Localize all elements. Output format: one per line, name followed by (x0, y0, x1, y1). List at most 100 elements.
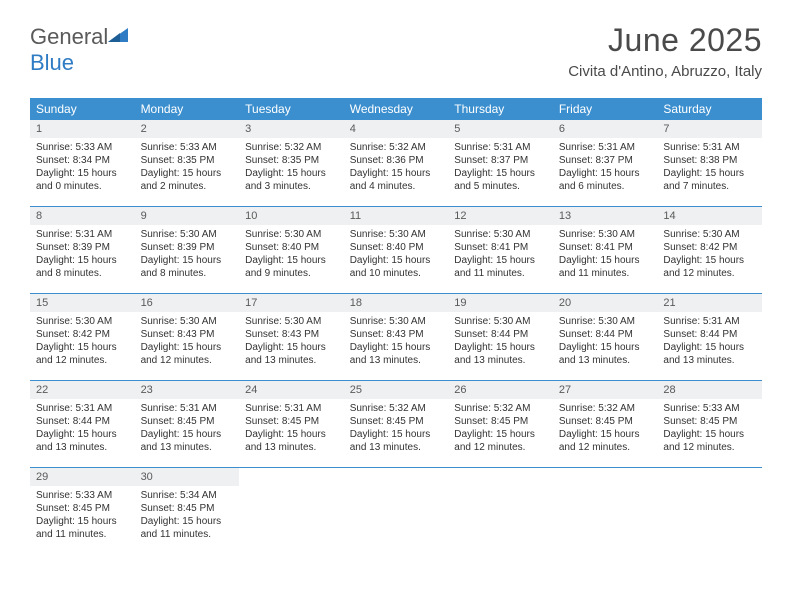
day-number: 19 (448, 294, 553, 312)
day-number: 3 (239, 120, 344, 138)
day-line-sr: Sunrise: 5:31 AM (141, 402, 234, 415)
day-body: Sunrise: 5:31 AMSunset: 8:39 PMDaylight:… (30, 225, 135, 286)
day-line-ss: Sunset: 8:35 PM (141, 154, 234, 167)
day-body: Sunrise: 5:30 AMSunset: 8:44 PMDaylight:… (553, 312, 658, 373)
day-number: 9 (135, 207, 240, 225)
day-line-d1: Daylight: 15 hours (663, 254, 756, 267)
day-line-ss: Sunset: 8:40 PM (350, 241, 443, 254)
day-line-d2: and 3 minutes. (245, 180, 338, 193)
day-line-d1: Daylight: 15 hours (454, 341, 547, 354)
brand-logo: General Blue (30, 22, 128, 76)
day-number: 30 (135, 468, 240, 486)
day-line-d2: and 12 minutes. (141, 354, 234, 367)
day-line-sr: Sunrise: 5:31 AM (36, 402, 129, 415)
day-line-sr: Sunrise: 5:32 AM (350, 141, 443, 154)
day-cell: 18Sunrise: 5:30 AMSunset: 8:43 PMDayligh… (344, 294, 449, 380)
day-cell-empty (239, 468, 344, 554)
day-cell: 5Sunrise: 5:31 AMSunset: 8:37 PMDaylight… (448, 120, 553, 206)
day-body: Sunrise: 5:30 AMSunset: 8:43 PMDaylight:… (239, 312, 344, 373)
day-line-d2: and 13 minutes. (350, 354, 443, 367)
day-line-d1: Daylight: 15 hours (454, 428, 547, 441)
day-line-d2: and 13 minutes. (141, 441, 234, 454)
day-line-ss: Sunset: 8:43 PM (141, 328, 234, 341)
day-line-d1: Daylight: 15 hours (559, 254, 652, 267)
day-body: Sunrise: 5:32 AMSunset: 8:45 PMDaylight:… (448, 399, 553, 460)
day-body: Sunrise: 5:32 AMSunset: 8:36 PMDaylight:… (344, 138, 449, 199)
day-line-d1: Daylight: 15 hours (36, 254, 129, 267)
day-line-d2: and 0 minutes. (36, 180, 129, 193)
day-cell: 1Sunrise: 5:33 AMSunset: 8:34 PMDaylight… (30, 120, 135, 206)
day-line-sr: Sunrise: 5:33 AM (141, 141, 234, 154)
day-cell: 11Sunrise: 5:30 AMSunset: 8:40 PMDayligh… (344, 207, 449, 293)
day-number: 1 (30, 120, 135, 138)
day-line-ss: Sunset: 8:45 PM (559, 415, 652, 428)
day-body: Sunrise: 5:30 AMSunset: 8:42 PMDaylight:… (657, 225, 762, 286)
day-cell: 12Sunrise: 5:30 AMSunset: 8:41 PMDayligh… (448, 207, 553, 293)
day-body: Sunrise: 5:30 AMSunset: 8:41 PMDaylight:… (448, 225, 553, 286)
day-line-ss: Sunset: 8:35 PM (245, 154, 338, 167)
day-number: 23 (135, 381, 240, 399)
day-line-sr: Sunrise: 5:31 AM (663, 315, 756, 328)
day-line-ss: Sunset: 8:41 PM (454, 241, 547, 254)
day-number: 21 (657, 294, 762, 312)
brand-part1: General (30, 24, 108, 49)
day-body: Sunrise: 5:30 AMSunset: 8:43 PMDaylight:… (344, 312, 449, 373)
day-number: 2 (135, 120, 240, 138)
day-cell: 16Sunrise: 5:30 AMSunset: 8:43 PMDayligh… (135, 294, 240, 380)
day-cell-empty (657, 468, 762, 554)
day-line-sr: Sunrise: 5:32 AM (245, 141, 338, 154)
day-number: 20 (553, 294, 658, 312)
week-row: 8Sunrise: 5:31 AMSunset: 8:39 PMDaylight… (30, 206, 762, 294)
day-line-sr: Sunrise: 5:33 AM (36, 489, 129, 502)
day-number: 26 (448, 381, 553, 399)
day-body: Sunrise: 5:31 AMSunset: 8:44 PMDaylight:… (30, 399, 135, 460)
day-number: 6 (553, 120, 658, 138)
day-line-d1: Daylight: 15 hours (663, 428, 756, 441)
day-line-d2: and 12 minutes. (663, 441, 756, 454)
day-cell: 29Sunrise: 5:33 AMSunset: 8:45 PMDayligh… (30, 468, 135, 554)
day-cell: 17Sunrise: 5:30 AMSunset: 8:43 PMDayligh… (239, 294, 344, 380)
day-number: 22 (30, 381, 135, 399)
day-line-d1: Daylight: 15 hours (245, 428, 338, 441)
day-number: 12 (448, 207, 553, 225)
day-body: Sunrise: 5:32 AMSunset: 8:45 PMDaylight:… (553, 399, 658, 460)
week-row: 29Sunrise: 5:33 AMSunset: 8:45 PMDayligh… (30, 467, 762, 554)
day-line-sr: Sunrise: 5:31 AM (663, 141, 756, 154)
day-cell: 20Sunrise: 5:30 AMSunset: 8:44 PMDayligh… (553, 294, 658, 380)
day-line-sr: Sunrise: 5:31 AM (36, 228, 129, 241)
day-line-d1: Daylight: 15 hours (36, 341, 129, 354)
day-body: Sunrise: 5:30 AMSunset: 8:40 PMDaylight:… (239, 225, 344, 286)
day-cell: 8Sunrise: 5:31 AMSunset: 8:39 PMDaylight… (30, 207, 135, 293)
day-line-d2: and 13 minutes. (663, 354, 756, 367)
dow-thursday: Thursday (448, 98, 553, 120)
day-number: 10 (239, 207, 344, 225)
day-line-d2: and 9 minutes. (245, 267, 338, 280)
day-body: Sunrise: 5:30 AMSunset: 8:41 PMDaylight:… (553, 225, 658, 286)
day-line-d2: and 8 minutes. (141, 267, 234, 280)
day-line-d1: Daylight: 15 hours (559, 428, 652, 441)
day-line-d1: Daylight: 15 hours (36, 515, 129, 528)
day-number: 28 (657, 381, 762, 399)
day-line-d2: and 5 minutes. (454, 180, 547, 193)
day-line-ss: Sunset: 8:45 PM (245, 415, 338, 428)
day-body: Sunrise: 5:30 AMSunset: 8:44 PMDaylight:… (448, 312, 553, 373)
day-line-ss: Sunset: 8:37 PM (559, 154, 652, 167)
day-line-ss: Sunset: 8:43 PM (245, 328, 338, 341)
day-line-ss: Sunset: 8:34 PM (36, 154, 129, 167)
day-cell: 13Sunrise: 5:30 AMSunset: 8:41 PMDayligh… (553, 207, 658, 293)
day-line-ss: Sunset: 8:45 PM (454, 415, 547, 428)
day-cell: 27Sunrise: 5:32 AMSunset: 8:45 PMDayligh… (553, 381, 658, 467)
day-line-d1: Daylight: 15 hours (454, 254, 547, 267)
day-line-d1: Daylight: 15 hours (559, 167, 652, 180)
day-cell: 26Sunrise: 5:32 AMSunset: 8:45 PMDayligh… (448, 381, 553, 467)
calendar-grid: SundayMondayTuesdayWednesdayThursdayFrid… (30, 98, 762, 554)
day-line-d1: Daylight: 15 hours (350, 341, 443, 354)
day-line-ss: Sunset: 8:38 PM (663, 154, 756, 167)
day-line-ss: Sunset: 8:39 PM (141, 241, 234, 254)
day-line-d1: Daylight: 15 hours (559, 341, 652, 354)
day-line-ss: Sunset: 8:37 PM (454, 154, 547, 167)
dow-tuesday: Tuesday (239, 98, 344, 120)
day-line-sr: Sunrise: 5:30 AM (350, 315, 443, 328)
day-line-ss: Sunset: 8:44 PM (559, 328, 652, 341)
dow-monday: Monday (135, 98, 240, 120)
